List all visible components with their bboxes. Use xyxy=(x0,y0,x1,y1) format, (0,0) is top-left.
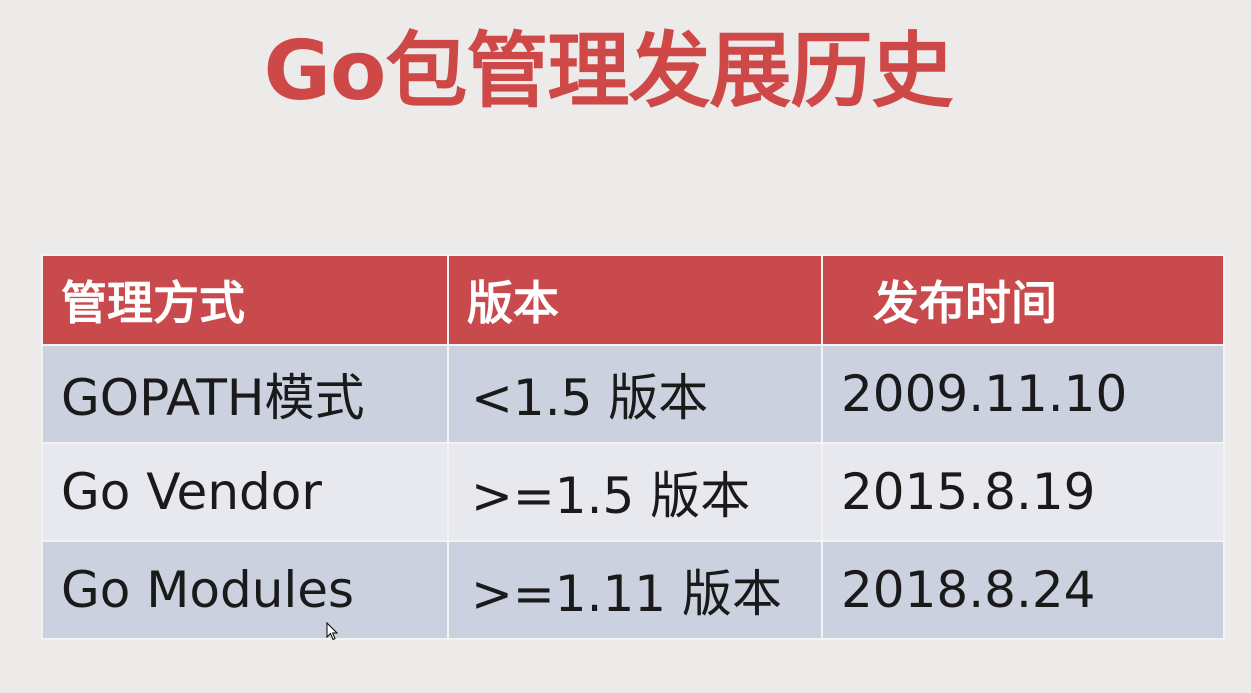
cell-version: >=1.11 版本 xyxy=(447,540,823,640)
table-row: Go Modules >=1.11 版本 2018.8.24 xyxy=(41,540,1225,640)
table-row: GOPATH模式 <1.5 版本 2009.11.10 xyxy=(41,344,1225,444)
cell-date: 2018.8.24 xyxy=(821,540,1225,640)
header-release-date: 发布时间 xyxy=(821,254,1225,346)
header-management-method: 管理方式 xyxy=(41,254,449,346)
cell-date: 2009.11.10 xyxy=(821,344,1225,444)
mouse-pointer-icon xyxy=(326,622,338,641)
cell-method: Go Vendor xyxy=(41,442,449,542)
table-header-row: 管理方式 版本 发布时间 xyxy=(41,254,1225,346)
slide-title: Go包管理发展历史 xyxy=(263,24,954,119)
cell-version: >=1.5 版本 xyxy=(447,442,823,542)
header-version: 版本 xyxy=(447,254,823,346)
table-row: Go Vendor >=1.5 版本 2015.8.19 xyxy=(41,442,1225,542)
cell-version: <1.5 版本 xyxy=(447,344,823,444)
cell-method: GOPATH模式 xyxy=(41,344,449,444)
package-management-history-table: 管理方式 版本 发布时间 GOPATH模式 <1.5 版本 2009.11.10… xyxy=(41,254,1225,640)
cell-date: 2015.8.19 xyxy=(821,442,1225,542)
cell-method: Go Modules xyxy=(41,540,449,640)
